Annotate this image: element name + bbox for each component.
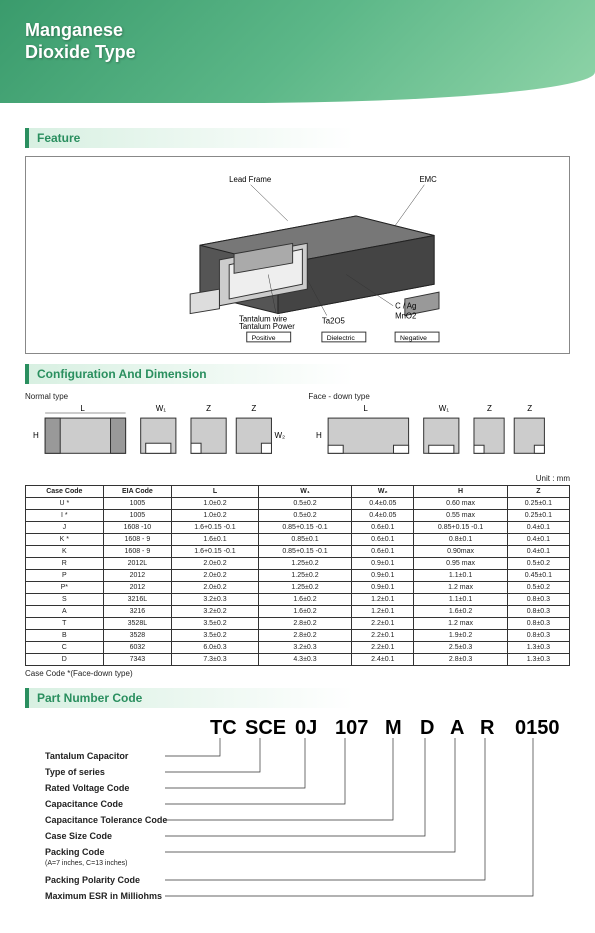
section-feature-title: Feature	[25, 128, 570, 148]
normal-type-label: Normal type	[25, 392, 287, 401]
code-segment: TC	[210, 717, 237, 739]
svg-text:Z: Z	[206, 404, 211, 413]
title-line1: Manganese	[25, 20, 123, 40]
table-row: P20122.0±0.21.25±0.20.9±0.11.1±0.10.45±0…	[26, 569, 570, 581]
code-label: Type of series	[45, 767, 105, 777]
title-line2: Dioxide Type	[25, 42, 136, 62]
svg-text:W₁: W₁	[439, 404, 450, 413]
code-label: Tantalum Capacitor	[45, 751, 129, 761]
table-row: R2012L2.0±0.21.25±0.20.9±0.10.95 max0.5±…	[26, 557, 570, 569]
code-label: Packing Polarity Code	[45, 875, 140, 885]
code-segment: R	[480, 717, 495, 739]
table-row: S3216L3.2±0.31.6±0.21.2±0.11.1±0.10.8±0.…	[26, 593, 570, 605]
svg-text:Z: Z	[251, 404, 256, 413]
table-header: W₁	[258, 485, 351, 497]
face-down-svg: L H W₁ Z Z	[308, 403, 570, 463]
label-tpowder: Tantalum Power	[239, 322, 295, 331]
face-down-label: Face - down type	[308, 392, 570, 401]
code-label: Rated Voltage Code	[45, 783, 129, 793]
dimension-table: Case CodeEIA CodeLW₁W₂HZ U *10051.0±0.20…	[25, 485, 570, 666]
feature-diagram: Lead Frame EMC C / Ag MnO2 Ta2O5 Tantalu…	[25, 156, 570, 354]
table-row: P*20122.0±0.21.25±0.20.9±0.11.2 max0.5±0…	[26, 581, 570, 593]
capacitor-cutaway-svg: Lead Frame EMC C / Ag MnO2 Ta2O5 Tantalu…	[34, 165, 561, 345]
svg-text:(A=7 inches, C=13 inches): (A=7 inches, C=13 inches)	[45, 860, 128, 867]
svg-text:L: L	[364, 404, 369, 413]
code-label: Capacitance Code	[45, 799, 123, 809]
code-label: Packing Code	[45, 847, 105, 857]
normal-type-svg: L H W₁ Z Z W₂	[25, 403, 287, 463]
table-row: B35283.5±0.22.8±0.22.2±0.11.9±0.20.8±0.3	[26, 629, 570, 641]
table-header: Z	[507, 485, 569, 497]
code-label: Case Size Code	[45, 831, 112, 841]
table-header: H	[414, 485, 507, 497]
svg-text:Z: Z	[528, 404, 533, 413]
label-ta2o5: Ta2O5	[322, 317, 346, 326]
code-label: Maximum ESR in Milliohms	[45, 891, 162, 901]
svg-text:W₂: W₂	[274, 431, 285, 440]
code-segment: 0150	[515, 717, 560, 739]
label-emc: EMC	[419, 175, 437, 184]
code-segment: A	[450, 717, 464, 739]
table-row: T3528L3.5±0.22.8±0.22.2±0.11.2 max0.8±0.…	[26, 617, 570, 629]
svg-text:H: H	[33, 431, 39, 440]
code-segment: SCE	[245, 717, 286, 739]
svg-text:Negative: Negative	[400, 335, 427, 342]
table-row: I *10051.0±0.20.5±0.20.4±0.050.55 max0.2…	[26, 509, 570, 521]
part-code-tree: TC SCE 0J 107 MDAR 0150 Tantalum Capacitor Typ…	[25, 716, 570, 918]
config-diagrams: Normal type L H W₁ Z Z W₂ Face - down ty…	[25, 392, 570, 465]
table-header: W₂	[352, 485, 414, 497]
label-cag: C / Ag	[395, 302, 416, 311]
svg-text:Z: Z	[487, 404, 492, 413]
table-header: EIA Code	[103, 485, 171, 497]
svg-text:L: L	[80, 404, 85, 413]
label-leadframe: Lead Frame	[229, 175, 271, 184]
table-row: U *10051.0±0.20.5±0.20.4±0.050.60 max0.2…	[26, 497, 570, 509]
code-label: Capacitance Tolerance Code	[45, 815, 167, 825]
label-mno2: MnO2	[395, 312, 416, 321]
table-header: Case Code	[26, 485, 104, 497]
table-row: J1608 -101.6+0.15 -0.10.85+0.15 -0.10.6±…	[26, 521, 570, 533]
case-note: Case Code *(Face-down type)	[25, 669, 570, 678]
section-partcode-title: Part Number Code	[25, 688, 570, 708]
svg-text:Dielectric: Dielectric	[327, 335, 356, 342]
table-row: D73437.3±0.34.3±0.32.4±0.12.8±0.31.3±0.3	[26, 653, 570, 665]
section-config-title: Configuration And Dimension	[25, 364, 570, 384]
table-row: C60326.0±0.33.2±0.32.2±0.12.5±0.31.3±0.3	[26, 641, 570, 653]
content-area: Feature Lead Frame EMC C / Ag MnO2 Ta2O5…	[0, 103, 595, 932]
svg-text:Positive: Positive	[252, 335, 276, 342]
code-segment: M	[385, 717, 402, 739]
code-segment: D	[420, 717, 434, 739]
code-segment: 107	[335, 717, 368, 739]
page-header: ManganeseDioxide Type	[0, 0, 595, 103]
table-row: K *1608 - 91.6±0.10.85±0.10.6±0.10.8±0.1…	[26, 533, 570, 545]
table-row: A32163.2±0.21.6±0.21.2±0.11.6±0.20.8±0.3	[26, 605, 570, 617]
part-code-svg: TC SCE 0J 107 MDAR 0150 Tantalum Capacitor Typ…	[25, 716, 570, 916]
svg-text:W₁: W₁	[156, 404, 167, 413]
svg-text:H: H	[316, 431, 322, 440]
table-row: K1608 - 91.6+0.15 -0.10.85+0.15 -0.10.6±…	[26, 545, 570, 557]
page-title: ManganeseDioxide Type	[25, 20, 570, 63]
unit-label: Unit : mm	[25, 474, 570, 483]
code-segment: 0J	[295, 717, 317, 739]
table-header: L	[172, 485, 259, 497]
